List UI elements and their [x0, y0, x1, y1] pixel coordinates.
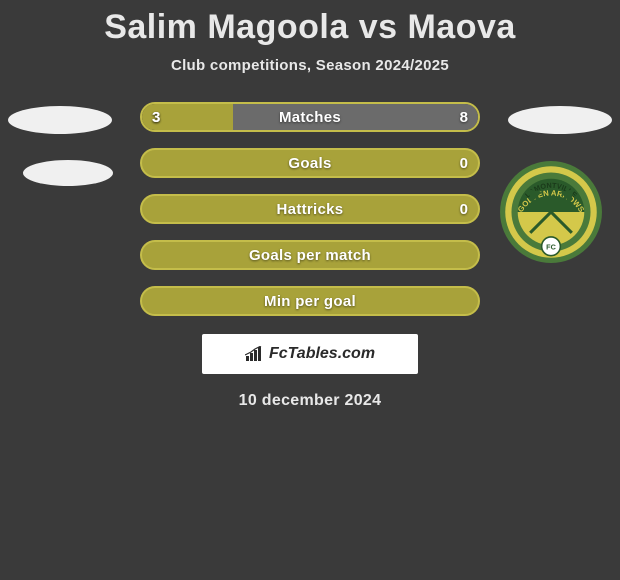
stat-value-right: 0: [460, 148, 468, 178]
stat-label: Matches: [140, 102, 480, 132]
stat-row: Hattricks0: [140, 194, 480, 224]
stat-row: Matches383: [140, 102, 480, 132]
date-label: 10 december 2024: [0, 392, 620, 410]
stat-row: Goals per match: [140, 240, 480, 270]
comparison-chart: LAMONTVILLE GOLDEN ARROWS FC Matches383G…: [0, 102, 620, 410]
svg-text:FC: FC: [546, 242, 556, 251]
stat-value-right: 0: [460, 194, 468, 224]
subtitle: Club competitions, Season 2024/2025: [0, 57, 620, 74]
stat-label: Goals per match: [140, 240, 480, 270]
stat-label: Goals: [140, 148, 480, 178]
golden-arrows-badge-icon: LAMONTVILLE GOLDEN ARROWS FC: [499, 160, 603, 264]
page-title: Salim Magoola vs Maova: [0, 0, 620, 47]
stat-value-right: 8: [460, 102, 468, 132]
placeholder-oval: [23, 160, 113, 186]
stat-rows: Matches383Goals0Hattricks0Goals per matc…: [140, 102, 480, 316]
stat-row: Min per goal: [140, 286, 480, 316]
stat-label: Min per goal: [140, 286, 480, 316]
stat-value-left: 3: [152, 102, 160, 132]
placeholder-oval: [8, 106, 112, 134]
stat-label: Hattricks: [140, 194, 480, 224]
player-left-badge: [5, 102, 115, 212]
player-right-badge: LAMONTVILLE GOLDEN ARROWS FC: [505, 102, 615, 212]
placeholder-oval: [508, 106, 612, 134]
bar-chart-icon: [245, 346, 265, 362]
watermark: FcTables.com: [202, 334, 418, 374]
stat-row: Goals0: [140, 148, 480, 178]
watermark-text: FcTables.com: [269, 345, 375, 363]
